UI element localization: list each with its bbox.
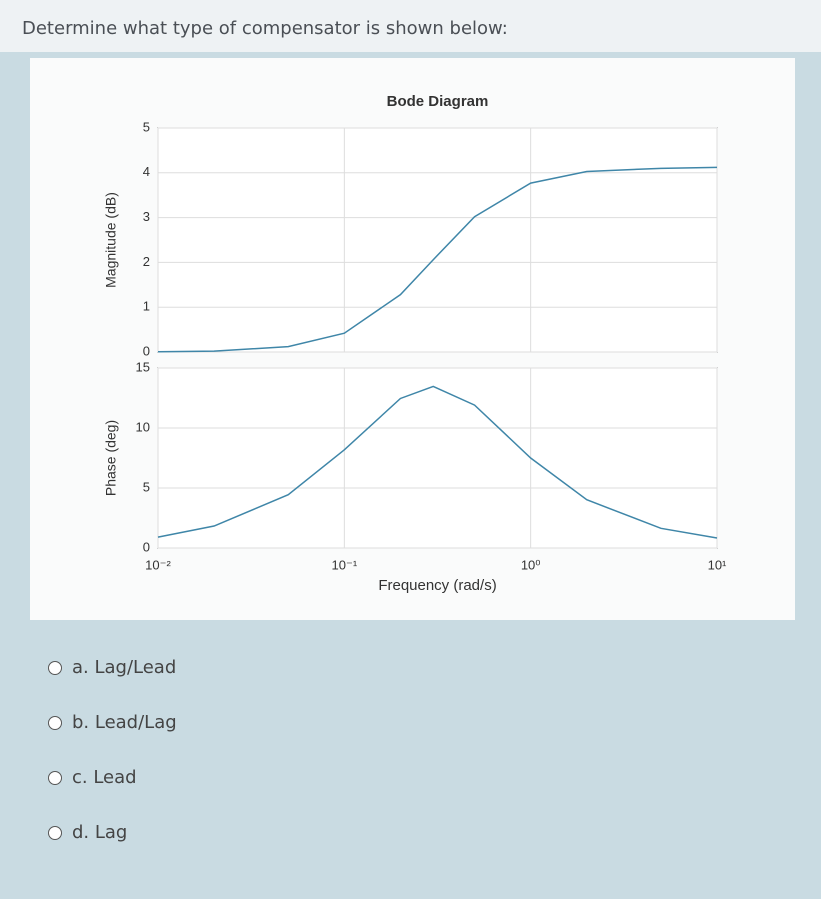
y-tick-label: 0 <box>143 343 150 358</box>
x-tick-label: 10¹ <box>708 557 727 572</box>
line <box>157 166 718 353</box>
option[interactable]: d. Lag <box>48 822 127 843</box>
radio[interactable] <box>48 660 62 675</box>
radio[interactable] <box>48 715 62 730</box>
y-tick-label: 4 <box>143 164 150 179</box>
y-tick-label: 15 <box>136 359 150 374</box>
y-tick-label: 10 <box>136 419 150 434</box>
y-axis-label: Phase (deg) <box>103 420 119 496</box>
chart: 0 1 2 3 4 5 Bode Diagram Magnitude (dB) 0 5 10 15 10… <box>103 93 727 594</box>
option-label[interactable]: b. Lead/Lag <box>72 712 177 733</box>
y-axis-label: Magnitude (dB) <box>103 192 119 288</box>
option-label[interactable]: c. Lead <box>72 767 137 788</box>
x-tick-label: 10⁰ <box>521 557 541 572</box>
chart-panel: 0 1 2 3 4 5 Bode Diagram Magnitude (dB) 0 5 10 15 10… <box>30 58 795 620</box>
x-axis-label: Frequency (rad/s) <box>378 577 496 594</box>
y-tick-label: 2 <box>143 254 150 269</box>
option[interactable]: c. Lead <box>48 767 137 788</box>
option-label[interactable]: d. Lag <box>72 822 128 843</box>
x-tick-label: 10⁻² <box>145 557 171 572</box>
y-tick-label: 5 <box>143 479 150 494</box>
x-tick-label: 10⁻¹ <box>332 557 358 572</box>
y-tick-label: 1 <box>143 299 150 314</box>
option-label[interactable]: a. Lag/Lead <box>72 657 177 678</box>
option[interactable]: b. Lead/Lag <box>48 712 177 733</box>
radio[interactable] <box>48 770 62 785</box>
header <box>0 0 821 52</box>
plot-area <box>157 127 718 353</box>
option[interactable]: a. Lag/Lead <box>48 657 176 678</box>
radio[interactable] <box>48 825 62 840</box>
line <box>157 385 718 539</box>
y-tick-label: 0 <box>143 539 150 554</box>
chart-title: Bode Diagram <box>387 93 489 110</box>
plot-area <box>157 367 718 549</box>
y-tick-label: 3 <box>143 209 150 224</box>
y-tick-label: 5 <box>143 119 150 134</box>
question: Determine what type of compensator is sh… <box>22 18 508 39</box>
